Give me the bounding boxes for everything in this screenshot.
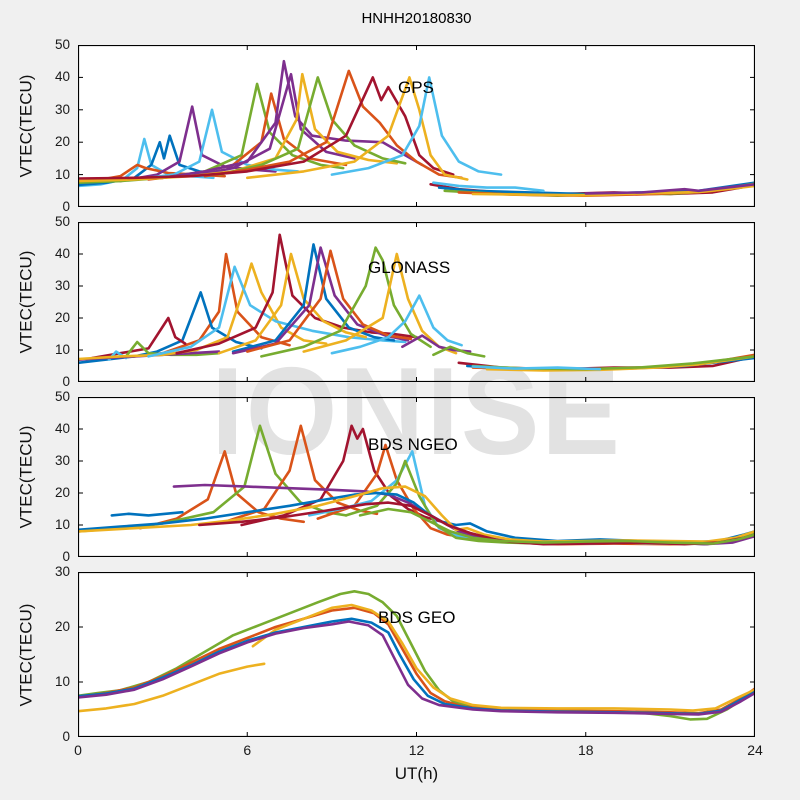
y-tick-label: 0 — [62, 549, 70, 564]
y-tick-label: 20 — [54, 619, 70, 634]
y-tick-label: 20 — [54, 134, 70, 150]
vtec-curve — [217, 252, 368, 355]
y-tick-label: 10 — [54, 674, 70, 689]
vtec-curve — [432, 345, 486, 358]
y-tick-label: 30 — [54, 453, 70, 468]
plot-area — [78, 222, 755, 382]
vtec-curve — [471, 365, 602, 371]
y-tick-labels-gps: 0 10 20 30 40 50 — [0, 37, 70, 214]
y-tick-label: 40 — [54, 246, 70, 261]
axes-frame — [78, 397, 755, 557]
vtec-curve — [308, 450, 672, 545]
y-tick-label: 30 — [54, 564, 70, 579]
vtec-curve — [246, 76, 469, 181]
plot-area — [78, 45, 755, 207]
y-tick-label: 30 — [54, 101, 70, 117]
y-tick-label: 10 — [54, 166, 70, 182]
vtec-curve — [133, 108, 300, 181]
y-tick-label: 50 — [54, 214, 70, 229]
vtec-curve — [189, 72, 356, 178]
y-tick-label: 0 — [62, 374, 70, 389]
y-tick-label: 0 — [62, 729, 70, 744]
y-tick-label: 10 — [54, 517, 70, 532]
axes-frame — [78, 45, 755, 207]
vtec-curve — [223, 424, 379, 524]
y-tick-label: 0 — [62, 199, 70, 214]
plot-area — [78, 397, 755, 557]
vtec-curve — [78, 76, 455, 180]
vtec-curve — [246, 249, 413, 353]
x-axis-label: UT(h) — [394, 764, 439, 783]
vtec-curve — [260, 246, 432, 358]
y-tick-label: 40 — [54, 421, 70, 436]
vtec-curve — [231, 246, 410, 355]
panel-background-gps — [78, 45, 755, 207]
vtec-curve — [330, 76, 503, 176]
x-tick-labels: 0 6 12 18 24 — [74, 742, 763, 762]
panel-background-bds-ngeo — [78, 397, 755, 557]
axes-frame — [78, 572, 755, 737]
vtec-curve — [78, 620, 755, 716]
vtec-curve — [110, 510, 184, 517]
y-tick-labels-bds-ngeo: 0 10 20 30 40 50 — [0, 389, 70, 564]
vtec-curve — [251, 603, 755, 712]
vtec-curve — [203, 69, 463, 180]
y-tick-label: 40 — [54, 69, 70, 85]
series-group-label-gps: GPS — [398, 78, 434, 97]
y-tick-labels-bds-geo: 0 10 20 30 — [0, 564, 70, 744]
vtec-curve — [231, 243, 396, 353]
series-group-label-bds-ngeo: BDS NGEO — [368, 435, 458, 454]
panel-plot-glonass — [78, 222, 755, 382]
series-group-label-glonass: GLONASS — [368, 258, 451, 277]
vtec-curve — [330, 294, 463, 355]
vtec-curve — [78, 662, 266, 713]
y-tick-label: 10 — [54, 342, 70, 357]
x-tick-label: 6 — [243, 742, 252, 758]
vtec-curve — [584, 183, 755, 195]
plot-area — [78, 572, 755, 737]
x-tick-label: 24 — [747, 742, 763, 758]
watermark: IONISE — [211, 343, 622, 481]
vtec-curve — [161, 59, 424, 180]
y-tick-label: 50 — [54, 37, 70, 52]
vtec-curve — [78, 589, 755, 721]
y-tick-label: 20 — [54, 485, 70, 500]
series-group-label-bds-geo: BDS GEO — [378, 608, 456, 627]
x-tick-label: 18 — [577, 742, 594, 758]
vtec-curve — [432, 181, 545, 193]
y-tick-label: 20 — [54, 310, 70, 325]
vtec-curve — [358, 507, 755, 545]
panel-plot-gps — [78, 45, 755, 207]
panel-plot-bds-ngeo — [78, 397, 755, 557]
x-tick-label: 12 — [408, 742, 425, 758]
y-tick-label: 30 — [54, 278, 70, 293]
vtec-curve — [217, 76, 407, 176]
chart-title: HNHH20180830 — [361, 10, 472, 27]
y-tick-labels-glonass: 0 10 20 30 40 50 — [0, 214, 70, 389]
x-tick-label: 0 — [74, 742, 82, 758]
panel-plot-bds-geo — [78, 572, 755, 737]
axes-frame — [78, 222, 755, 382]
y-tick-label: 50 — [54, 389, 70, 404]
